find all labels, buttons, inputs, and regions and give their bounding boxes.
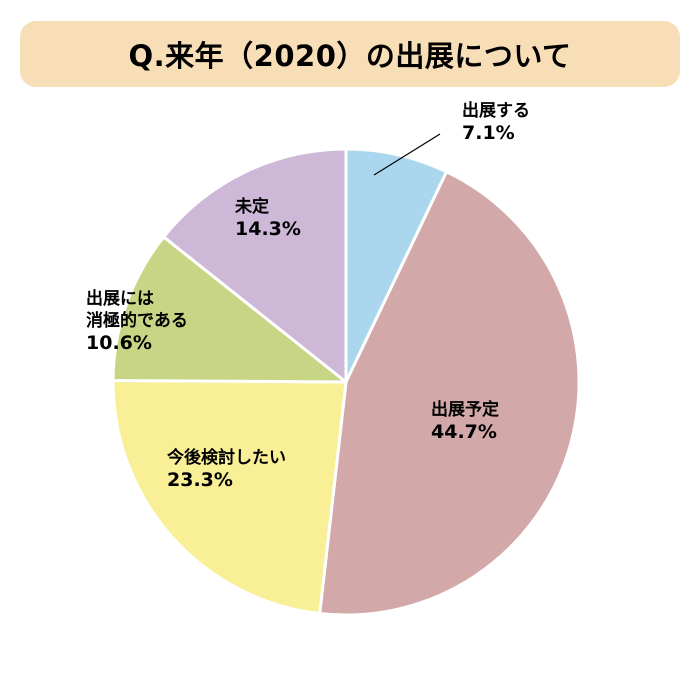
pie-slices xyxy=(111,147,581,617)
slice-label-value: 14.3% xyxy=(235,218,301,240)
slice-label-value: 23.3% xyxy=(167,469,233,491)
slice-label-name: 今後検討したい xyxy=(167,447,286,468)
slice-label-name: 出展には xyxy=(86,288,154,309)
slice-label-value: 7.1% xyxy=(462,122,515,144)
pie-slice xyxy=(344,147,449,384)
chart-title: Q.来年（2020）の出展について xyxy=(128,39,572,73)
slice-label-value: 10.6% xyxy=(86,332,152,354)
slice-label-value: 44.7% xyxy=(431,421,497,443)
leader-line xyxy=(373,133,441,176)
title-banner: Q.来年（2020）の出展について xyxy=(20,21,680,87)
slice-label-name: 未定 xyxy=(234,196,269,217)
pie-labels: 出展する7.1%出展予定44.7%今後検討したい23.3%出展には消極的である1… xyxy=(86,100,530,491)
pie-slice xyxy=(318,170,581,617)
pie-slice xyxy=(162,147,348,384)
pie-slice xyxy=(111,379,348,616)
pie-slice xyxy=(111,235,348,384)
slice-label-name: 出展する xyxy=(462,100,530,121)
slice-label-name: 消極的である xyxy=(86,310,188,331)
slice-label-name: 出展予定 xyxy=(431,399,499,420)
